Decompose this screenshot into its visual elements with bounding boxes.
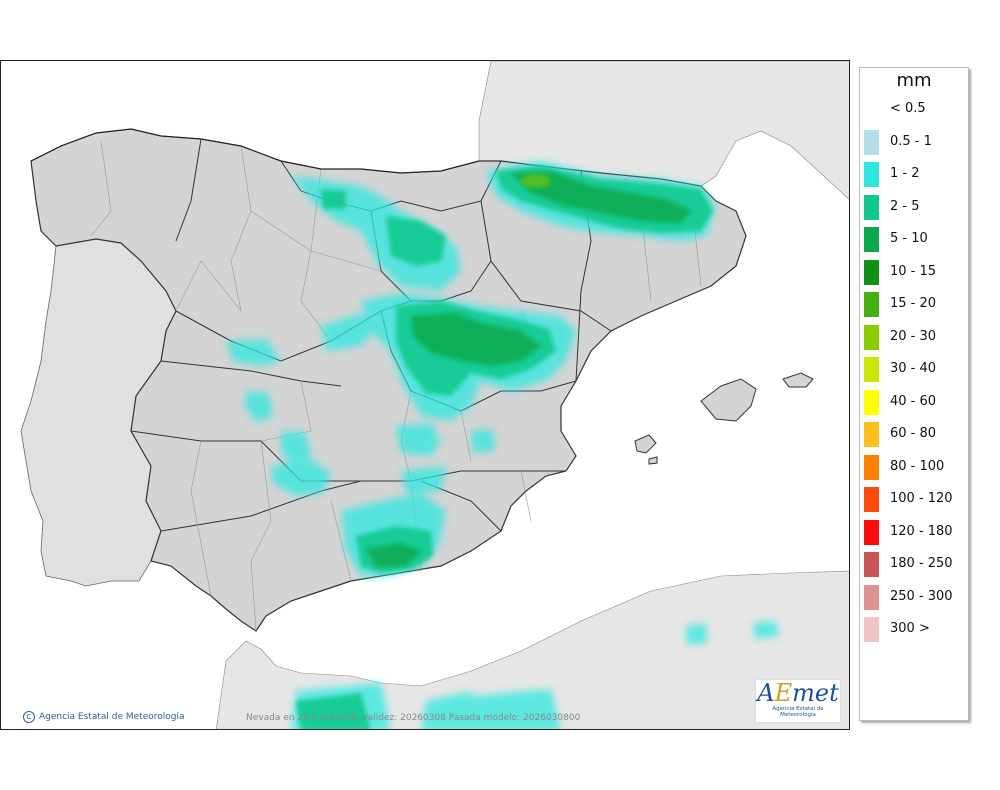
legend-swatch — [864, 97, 879, 122]
legend-item: 100 - 120 — [864, 487, 964, 512]
legend-swatch — [864, 194, 879, 220]
legend-label: 10 - 15 — [890, 263, 937, 279]
legend-label: 250 - 300 — [890, 588, 953, 604]
legend-swatch — [864, 584, 879, 610]
legend-swatch — [864, 357, 879, 382]
legend-label: 60 - 80 — [890, 426, 937, 441]
legend-swatch — [864, 422, 879, 447]
aemet-logo: AEmet Agencia Estatal de Meteorología — [755, 679, 841, 723]
legend-unit: mm — [896, 70, 932, 91]
precip-layer-heavy — [366, 171, 691, 567]
legend-label: 0.5 - 1 — [890, 133, 932, 149]
legend-label: < 0.5 — [890, 101, 926, 116]
legend-item: 2 - 5 — [864, 194, 964, 220]
agency-credit: C Agencia Estatal de Meteorología — [23, 711, 185, 723]
legend-item: 180 - 250 — [864, 552, 964, 577]
precipitation-map — [20, 61, 849, 729]
legend-swatch — [864, 227, 879, 252]
legend-label: 300 > — [890, 621, 930, 636]
legend-label: 120 - 180 — [890, 523, 953, 539]
legend-item: < 0.5 — [864, 97, 964, 122]
spain-outline — [30, 128, 480, 174]
legend-label: 1 - 2 — [890, 166, 920, 181]
legend-swatch — [864, 259, 879, 285]
legend-item: 250 - 300 — [864, 584, 964, 610]
copyright-icon: C — [23, 711, 35, 723]
legend-item: 60 - 80 — [864, 422, 964, 447]
mallorca — [700, 378, 757, 422]
legend-label: 100 - 120 — [890, 491, 953, 506]
legend-panel: mm < 0.5 0.5 - 1 1 - 2 2 - 5 5 - 10 10 - 15 15… — [859, 67, 969, 721]
legend-swatch — [864, 389, 879, 415]
ibiza — [634, 434, 657, 454]
legend-swatch — [864, 617, 879, 642]
menorca — [782, 372, 814, 388]
legend-label: 5 - 10 — [890, 231, 928, 246]
legend-item: 15 - 20 — [864, 292, 964, 317]
legend-swatch — [864, 454, 879, 480]
map-panel: C Agencia Estatal de Meteorología Nevada … — [0, 60, 850, 730]
legend-label: 15 - 20 — [890, 296, 937, 311]
legend-item: 40 - 60 — [864, 389, 964, 415]
legend-item: 80 - 100 — [864, 454, 964, 480]
logo-letter-e: E — [774, 679, 793, 707]
logo-subtitle: Agencia Estatal de Meteorología — [772, 706, 824, 718]
legend-item: 10 - 15 — [864, 259, 964, 285]
legend-swatch — [864, 519, 879, 545]
legend-item: 300 > — [864, 617, 964, 642]
precip-layer-peak — [521, 174, 551, 188]
legend-label: 40 - 60 — [890, 393, 937, 409]
logo-letter-a: A — [757, 679, 775, 707]
legend-item: 20 - 30 — [864, 324, 964, 350]
map-info-text: Nevada en 24 h máxima. Validez: 20260308… — [246, 713, 581, 723]
legend-label: 180 - 250 — [890, 556, 953, 571]
legend-item: 0.5 - 1 — [864, 129, 964, 155]
legend-swatch — [864, 552, 879, 577]
legend-item: 30 - 40 — [864, 357, 964, 382]
legend-swatch — [864, 324, 879, 350]
formentera — [648, 456, 658, 465]
credit-text: Agencia Estatal de Meteorología — [39, 712, 185, 722]
legend-swatch — [864, 162, 879, 187]
legend-item: 1 - 2 — [864, 162, 964, 187]
legend-item: 120 - 180 — [864, 519, 964, 545]
legend-item: 5 - 10 — [864, 227, 964, 252]
province-borders — [90, 140, 702, 632]
legend-swatch — [864, 129, 879, 155]
legend-swatch — [864, 487, 879, 512]
legend-label: 30 - 40 — [890, 361, 937, 376]
legend-label: 80 - 100 — [890, 458, 945, 474]
legend-label: 20 - 30 — [890, 328, 937, 344]
legend-label: 2 - 5 — [890, 198, 920, 214]
logo-letters-rest: met — [792, 679, 839, 707]
legend-swatch — [864, 292, 879, 317]
